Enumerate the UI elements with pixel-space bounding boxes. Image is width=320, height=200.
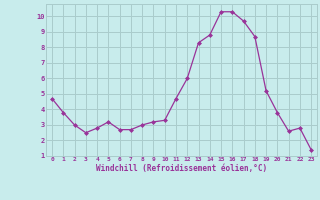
X-axis label: Windchill (Refroidissement éolien,°C): Windchill (Refroidissement éolien,°C) — [96, 164, 267, 173]
